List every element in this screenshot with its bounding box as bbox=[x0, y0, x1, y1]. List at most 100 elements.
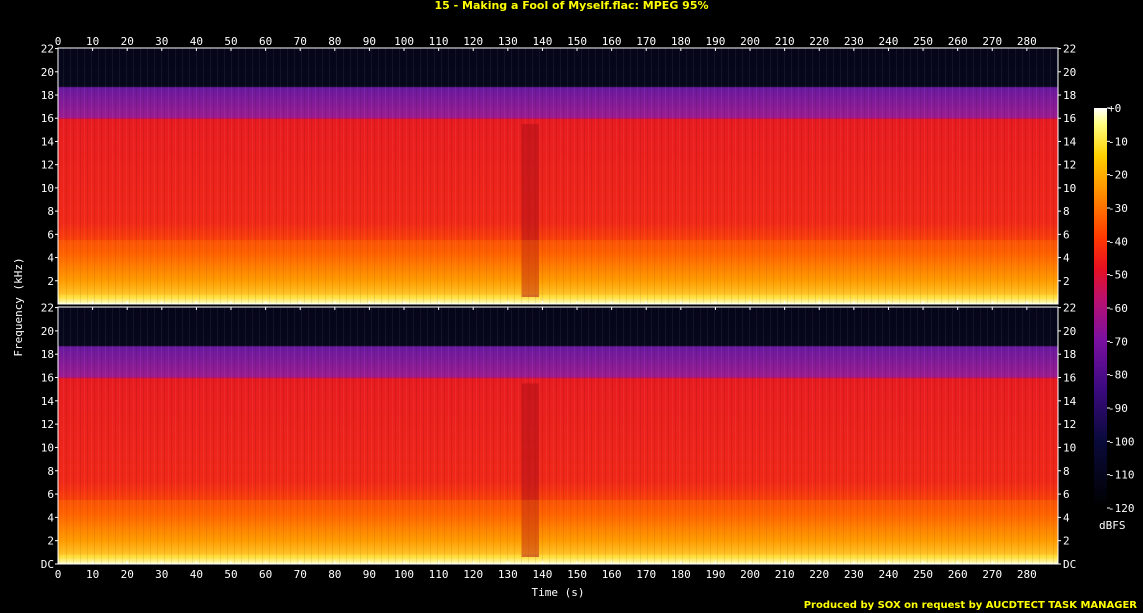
x-tick-label-bottom: 170 bbox=[636, 568, 656, 581]
y-tick-label-right: 6 bbox=[1063, 228, 1070, 241]
x-tick-label-bottom: 70 bbox=[294, 568, 307, 581]
x-tick-label-bottom: 90 bbox=[363, 568, 376, 581]
x-tick-label-bottom: 260 bbox=[948, 568, 968, 581]
x-tick-label-bottom: 210 bbox=[775, 568, 795, 581]
x-tick-label-top: 260 bbox=[948, 35, 968, 48]
x-tick-label-bottom: 130 bbox=[498, 568, 518, 581]
colorbar-tick-label: -30 bbox=[1108, 202, 1128, 215]
colorbar-tick-label: -20 bbox=[1108, 169, 1128, 182]
y-tick-label-left: 22 bbox=[41, 302, 54, 315]
x-tick-label-bottom: 270 bbox=[982, 568, 1002, 581]
y-tick-label-left: 4 bbox=[47, 252, 54, 265]
colorbar-tick-label: -50 bbox=[1108, 269, 1128, 282]
y-tick-label-left: 14 bbox=[41, 395, 55, 408]
y-tick-label-left: 20 bbox=[41, 66, 54, 79]
y-tick-label-right: 12 bbox=[1063, 159, 1076, 172]
y-tick-label-left: 14 bbox=[41, 135, 55, 148]
y-tick-label-left: 6 bbox=[47, 488, 54, 501]
x-tick-label-top: 20 bbox=[121, 35, 134, 48]
x-axis-label: Time (s) bbox=[531, 586, 585, 599]
x-tick-label-top: 160 bbox=[602, 35, 622, 48]
channel-1-low-band bbox=[58, 240, 1058, 295]
y-tick-label-right: 16 bbox=[1063, 112, 1076, 125]
y-tick-label-left: 12 bbox=[41, 159, 54, 172]
x-tick-label-top: 90 bbox=[363, 35, 376, 48]
x-tick-label-bottom: 280 bbox=[1017, 568, 1037, 581]
y-tick-label-right: 20 bbox=[1063, 325, 1076, 338]
channel-2-low-band bbox=[58, 499, 1058, 555]
y-tick-label-right: 16 bbox=[1063, 372, 1076, 385]
x-tick-label-top: 120 bbox=[463, 35, 483, 48]
y-tick-label-right: 20 bbox=[1063, 66, 1076, 79]
x-tick-label-top: 280 bbox=[1017, 35, 1037, 48]
y-tick-label-left: DC bbox=[41, 558, 54, 571]
colorbar-gradient bbox=[1094, 108, 1107, 508]
colorbar-unit-label: dBFS bbox=[1099, 519, 1126, 532]
y-tick-label-right: 2 bbox=[1063, 275, 1070, 288]
y-tick-label-left: 12 bbox=[41, 418, 54, 431]
y-tick-label-right: 6 bbox=[1063, 488, 1070, 501]
x-tick-label-top: 240 bbox=[879, 35, 899, 48]
x-tick-label-bottom: 100 bbox=[394, 568, 414, 581]
x-tick-label-bottom: 230 bbox=[844, 568, 864, 581]
x-tick-label-bottom: 140 bbox=[532, 568, 552, 581]
x-tick-label-bottom: 30 bbox=[155, 568, 168, 581]
x-tick-label-bottom: 110 bbox=[429, 568, 449, 581]
y-tick-label-right: 22 bbox=[1063, 43, 1076, 56]
x-tick-label-top: 200 bbox=[740, 35, 760, 48]
colorbar-tick-label: -10 bbox=[1108, 135, 1128, 148]
x-tick-label-top: 150 bbox=[567, 35, 587, 48]
x-tick-label-top: 30 bbox=[155, 35, 168, 48]
colorbar-tick-label: -60 bbox=[1108, 302, 1128, 315]
y-tick-label-left: 8 bbox=[47, 205, 54, 218]
x-tick-label-top: 250 bbox=[913, 35, 933, 48]
channel-2-texture bbox=[58, 307, 1058, 564]
y-tick-label-left: 6 bbox=[47, 228, 54, 241]
x-tick-label-bottom: 0 bbox=[55, 568, 62, 581]
y-tick-label-left: 10 bbox=[41, 182, 54, 195]
colorbar-tick-label: -110 bbox=[1108, 469, 1135, 482]
y-tick-label-right: DC bbox=[1063, 558, 1076, 571]
x-tick-label-bottom: 220 bbox=[809, 568, 829, 581]
x-tick-label-bottom: 20 bbox=[121, 568, 134, 581]
channel-1-texture bbox=[58, 48, 1058, 304]
x-tick-label-top: 40 bbox=[190, 35, 203, 48]
x-tick-label-bottom: 40 bbox=[190, 568, 203, 581]
x-tick-label-top: 130 bbox=[498, 35, 518, 48]
y-tick-label-left: 22 bbox=[41, 43, 54, 56]
y-tick-label-left: 20 bbox=[41, 325, 54, 338]
x-tick-label-bottom: 200 bbox=[740, 568, 760, 581]
colorbar-tick-label: -70 bbox=[1108, 335, 1128, 348]
x-tick-label-top: 60 bbox=[259, 35, 272, 48]
y-tick-label-left: 18 bbox=[41, 89, 54, 102]
x-tick-label-top: 180 bbox=[671, 35, 691, 48]
x-tick-label-top: 100 bbox=[394, 35, 414, 48]
x-tick-label-bottom: 250 bbox=[913, 568, 933, 581]
y-tick-label-right: 18 bbox=[1063, 89, 1076, 102]
x-tick-label-bottom: 50 bbox=[224, 568, 237, 581]
chart-title: 15 - Making a Fool of Myself.flac: MPEG … bbox=[434, 0, 709, 12]
y-tick-label-right: 4 bbox=[1063, 252, 1070, 265]
channel-1-quiet-region bbox=[521, 124, 539, 298]
y-tick-label-right: 8 bbox=[1063, 465, 1070, 478]
x-tick-label-top: 210 bbox=[775, 35, 795, 48]
y-tick-label-right: 8 bbox=[1063, 205, 1070, 218]
y-tick-label-left: 16 bbox=[41, 372, 54, 385]
y-tick-label-right: 12 bbox=[1063, 418, 1076, 431]
y-tick-label-right: 14 bbox=[1063, 135, 1077, 148]
y-tick-label-right: 14 bbox=[1063, 395, 1077, 408]
x-tick-label-top: 10 bbox=[86, 35, 99, 48]
colorbar-tick-label: +0 bbox=[1108, 102, 1121, 115]
y-tick-label-right: 4 bbox=[1063, 511, 1070, 524]
y-tick-label-right: 10 bbox=[1063, 441, 1076, 454]
x-tick-label-top: 220 bbox=[809, 35, 829, 48]
channel-2-quiet-region bbox=[521, 383, 539, 558]
y-tick-label-right: 22 bbox=[1063, 302, 1076, 315]
x-tick-label-top: 50 bbox=[224, 35, 237, 48]
x-tick-label-bottom: 80 bbox=[328, 568, 341, 581]
x-tick-label-bottom: 120 bbox=[463, 568, 483, 581]
y-tick-label-left: 16 bbox=[41, 112, 54, 125]
y-tick-label-left: 2 bbox=[47, 275, 54, 288]
x-tick-label-bottom: 180 bbox=[671, 568, 691, 581]
